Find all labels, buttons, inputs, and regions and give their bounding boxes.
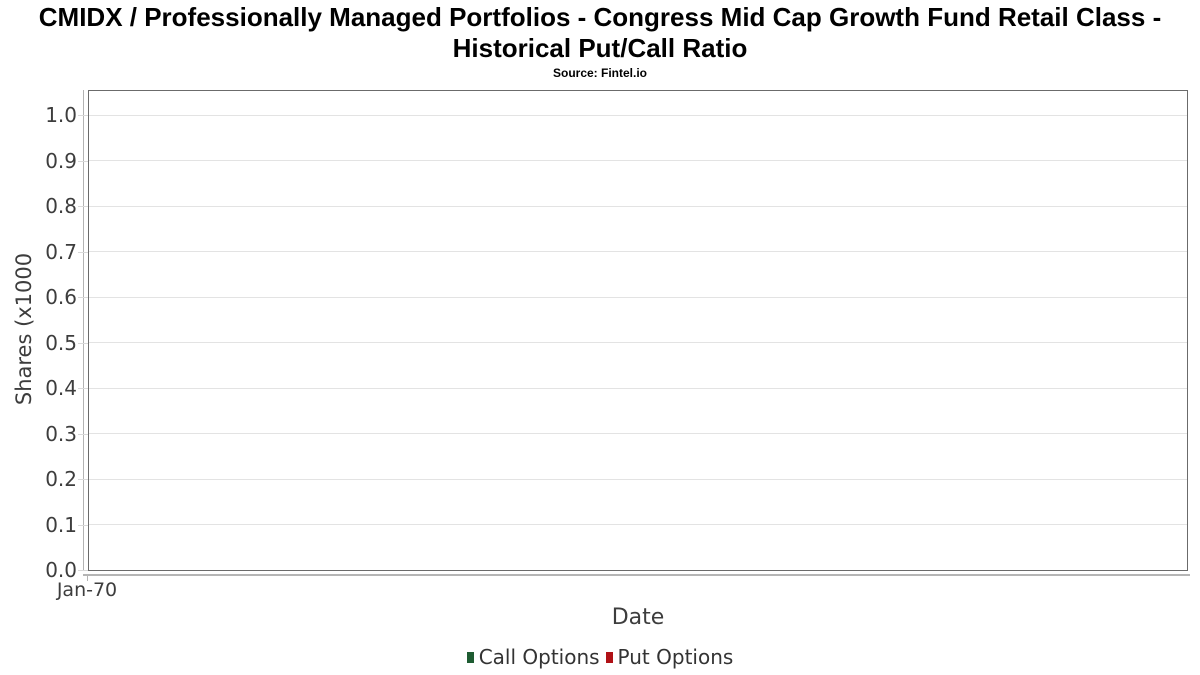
y-tick-mark [78,342,88,344]
gridline [89,205,1187,207]
y-tick-label: 0.5 [45,330,77,355]
x-tick-mark [87,576,88,581]
y-tick-mark [78,297,88,298]
y-tick-label: 0.7 [45,239,77,264]
y-tick-label: 0.1 [45,512,77,537]
gridline [89,387,1187,389]
y-tick-label: 0.4 [45,376,77,400]
y-tick-label: 0.6 [45,285,77,309]
chart-title: CMIDX / Professionally Managed Portfolio… [38,2,1162,63]
gridline [89,160,1187,161]
y-tick-label: 1.0 [45,103,77,127]
x-axis-line [83,574,1190,576]
x-tick-label: Jan-70 [56,579,118,601]
legend-item-put-options[interactable]: Put Options [605,645,734,669]
y-tick-mark [78,206,88,207]
gridline [89,251,1187,252]
gridline [89,296,1187,298]
chart-subtitle: Source: Fintel.io [552,66,647,80]
y-tick-mark [78,388,88,389]
legend: Call Options Put Options [0,647,1200,667]
gridline [89,114,1187,116]
y-tick-label: 0.0 [45,558,77,582]
legend-marker-put-options [605,651,613,663]
legend-item-call-options[interactable]: Call Options [466,645,600,669]
y-tick-mark [78,160,88,162]
y-tick-mark [78,115,88,116]
gridline [89,342,1187,343]
y-axis-line [83,90,84,571]
x-axis-title: Date [611,605,665,630]
y-tick-label: 0.2 [45,467,77,491]
y-tick-mark [78,479,88,480]
legend-label: Put Options [617,645,734,669]
y-tick-label: 0.3 [45,421,77,446]
legend-marker-call-options [466,651,474,663]
gridline [89,524,1187,525]
gridline [89,478,1187,480]
y-tick-mark [78,433,88,435]
y-tick-mark [78,570,88,571]
y-tick-label: 0.8 [45,194,77,218]
y-tick-mark [78,524,88,526]
y-tick-mark [78,251,88,253]
gridline [89,433,1187,434]
legend-label: Call Options [478,645,600,669]
y-tick-label: 0.9 [45,148,77,173]
plot-area [88,90,1188,571]
